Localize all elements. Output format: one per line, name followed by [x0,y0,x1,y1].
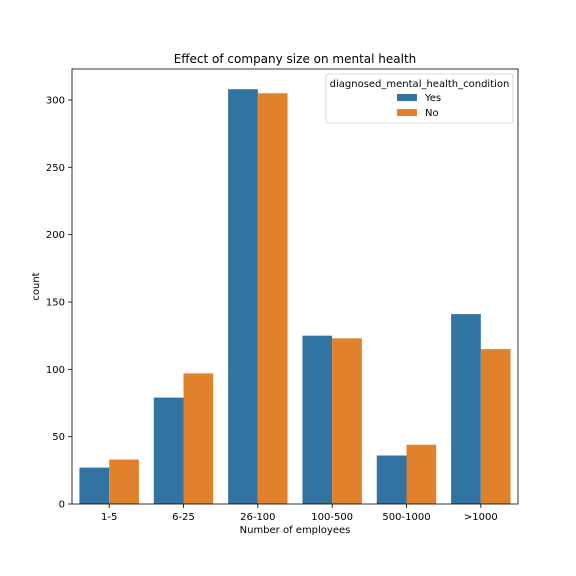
bar-no-1 [183,373,214,504]
x-axis-label: Number of employees [240,525,351,536]
bar-no-3 [332,338,362,504]
bars-layer [79,89,511,505]
y-tick-label: 150 [46,297,65,308]
y-axis: 0 50 100 150 200 250 300 [46,95,72,511]
x-tick-label: >1000 [464,512,498,523]
x-tick-label: 6-25 [172,512,195,523]
bar-yes-2 [228,89,258,505]
bar-yes-4 [376,455,407,504]
bar-no-0 [109,459,139,504]
x-tick-label: 500-1000 [382,512,430,523]
legend-items: Yes No [397,93,441,119]
x-tick-label: 1-5 [101,512,117,523]
y-tick-label: 0 [59,500,65,511]
y-tick-label: 300 [46,95,65,106]
legend-box [325,73,514,124]
legend-swatch-no [397,109,417,116]
legend-label-yes: Yes [424,93,441,104]
y-tick-label: 250 [46,163,65,174]
bar-yes-5 [451,314,481,504]
legend-swatch-yes [397,94,417,101]
bar-no-4 [406,444,437,504]
bar-yes-3 [302,335,333,504]
x-tick-label: 26-100 [240,512,275,523]
legend: diagnosed_mental_health_condition Yes No [325,73,514,124]
chart-title: Effect of company size on mental health [174,52,417,66]
legend-label-no: No [425,108,439,119]
bar-no-2 [257,93,288,504]
plot-frame [71,68,519,505]
y-tick-label: 100 [46,365,65,376]
bar-yes-0 [79,467,110,504]
legend-title: diagnosed_mental_health_condition [330,79,510,90]
bar-yes-1 [153,397,184,504]
y-tick-label: 50 [52,432,65,443]
x-tick-label: 100-500 [311,512,353,523]
y-tick-label: 200 [46,230,65,241]
y-axis-label: count [31,272,42,300]
x-axis: 1-5 6-25 26-100 100-500 500-1000 >1000 [101,504,498,523]
bar-no-5 [480,349,511,504]
